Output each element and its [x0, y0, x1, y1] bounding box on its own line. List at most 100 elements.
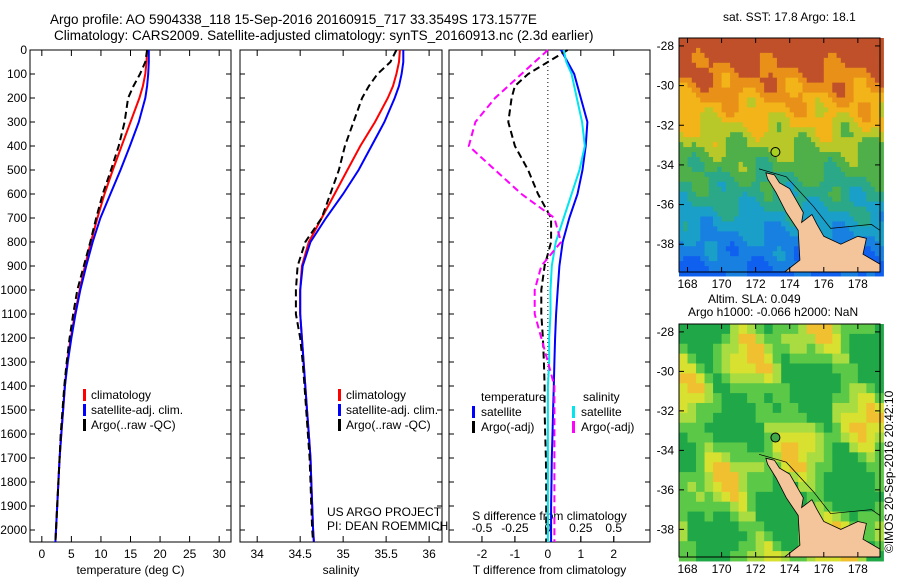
map-cell — [679, 462, 689, 473]
map-cell — [768, 97, 774, 103]
map-cell — [708, 127, 714, 133]
map-cell — [823, 511, 833, 522]
map-cell — [789, 363, 799, 374]
map-cell — [845, 57, 850, 64]
map-cell — [785, 82, 791, 89]
map-cell — [708, 122, 714, 128]
map-cell — [721, 324, 731, 335]
map-cell — [815, 363, 825, 374]
map-cell — [866, 166, 872, 173]
map-cell — [857, 211, 863, 217]
map-cell — [679, 402, 689, 414]
map-cell — [734, 117, 740, 123]
map-cell — [866, 191, 872, 198]
map-cell — [721, 87, 727, 94]
map-cell — [759, 171, 765, 178]
map-cell — [870, 137, 876, 143]
map-cell — [806, 196, 812, 203]
map-cell — [853, 196, 859, 203]
map-cell — [870, 72, 876, 79]
map-cell — [700, 137, 706, 143]
map-cell — [798, 42, 803, 49]
y-tick-label: 2000 — [0, 523, 27, 537]
map-cell — [836, 142, 842, 148]
map-cell — [849, 132, 855, 138]
map-cell — [798, 196, 803, 203]
sst-map-title: sat. SST: 17.8 Argo: 18.1 — [723, 10, 856, 24]
map-cell — [738, 226, 744, 232]
map-cell — [857, 152, 863, 158]
map-cell — [721, 353, 731, 364]
map-cell — [793, 122, 799, 128]
map-cell — [764, 196, 769, 203]
map-cell — [759, 127, 765, 133]
map-cell — [734, 186, 740, 193]
map-cell — [802, 191, 808, 198]
map-cell — [738, 152, 744, 158]
map-cell — [789, 132, 795, 138]
map-cell — [679, 102, 684, 108]
map-cell — [764, 92, 769, 98]
map-cell — [772, 353, 782, 364]
map-cell — [759, 132, 765, 138]
map-cell — [679, 72, 684, 79]
map-cell — [823, 231, 829, 237]
map-cell — [853, 231, 859, 237]
map-cell — [840, 87, 846, 94]
map-cell — [785, 216, 791, 222]
map-cell — [687, 102, 693, 108]
map-cell — [781, 132, 786, 138]
map-cell — [798, 176, 803, 183]
map-cell — [802, 62, 808, 69]
map-cell — [819, 47, 825, 54]
map-cell — [768, 246, 774, 252]
map-cell — [819, 42, 825, 49]
map-cell — [789, 87, 795, 94]
map-cell — [776, 206, 782, 213]
map-cell — [828, 191, 833, 198]
map-cell — [781, 271, 786, 277]
map-cell — [734, 122, 740, 128]
map-cell — [781, 82, 786, 89]
map-cell — [687, 266, 693, 272]
map-cell — [713, 442, 723, 453]
map-cell — [836, 171, 842, 178]
argo-location-marker — [770, 147, 781, 158]
map-cell — [734, 47, 740, 54]
map-cell — [713, 92, 718, 98]
map-cell — [734, 38, 740, 44]
series-s-argo-adj- — [467, 49, 563, 542]
map-cell — [704, 82, 710, 89]
map-cell — [742, 226, 748, 232]
map-cell — [879, 52, 884, 59]
map-cell — [781, 246, 786, 252]
map-cell — [879, 191, 884, 198]
map-cell — [751, 152, 757, 158]
map-cell — [857, 231, 863, 237]
map-cell — [738, 42, 744, 49]
map-cell — [679, 156, 684, 163]
map-cell — [819, 127, 825, 133]
map-cell — [683, 137, 689, 143]
map-cell — [845, 87, 850, 94]
map-cell — [853, 92, 859, 98]
map-cell — [836, 176, 842, 183]
map-cell — [819, 77, 825, 84]
map-cell — [828, 72, 833, 79]
map-cell — [713, 261, 718, 267]
map-cell — [772, 511, 782, 522]
map-cell — [691, 122, 697, 128]
map-x-tick-label: 172 — [746, 562, 766, 576]
map-cell — [704, 353, 714, 364]
map-cell — [811, 52, 816, 59]
map-cell — [704, 251, 710, 257]
map-cell — [806, 472, 816, 483]
map-cell — [721, 472, 731, 483]
map-cell — [776, 201, 782, 208]
map-cell — [738, 481, 748, 493]
map-cell — [802, 127, 808, 133]
map-cell — [704, 412, 714, 424]
map-cell — [781, 176, 786, 183]
map-cell — [759, 152, 765, 158]
